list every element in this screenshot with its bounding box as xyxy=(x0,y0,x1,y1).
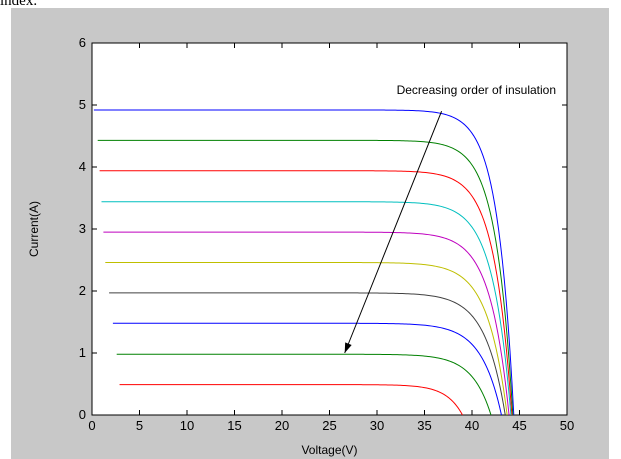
iv-curve-4 xyxy=(101,201,512,416)
y-tick-label: 0 xyxy=(79,407,86,422)
y-tick-label: 4 xyxy=(79,159,86,174)
y-tick-label: 6 xyxy=(79,35,86,50)
iv-curve-8 xyxy=(112,322,502,416)
x-axis-label: Voltage(V) xyxy=(301,443,357,457)
x-tick-label: 20 xyxy=(275,418,289,433)
iv-curve-1 xyxy=(93,109,515,416)
x-tick-label: 10 xyxy=(180,418,194,433)
x-tick-label: 25 xyxy=(322,418,336,433)
plot-area xyxy=(91,42,568,416)
x-tick-label: 35 xyxy=(417,418,431,433)
y-tick-label: 3 xyxy=(79,221,86,236)
iv-curve-9 xyxy=(116,353,492,416)
iv-curve-2 xyxy=(97,139,514,416)
iv-curve-10 xyxy=(119,384,463,416)
x-tick-label: 15 xyxy=(227,418,241,433)
x-tick-label: 40 xyxy=(465,418,479,433)
curves-group xyxy=(93,109,515,416)
x-tick-label: 5 xyxy=(136,418,143,433)
x-tick-label: 30 xyxy=(370,418,384,433)
y-tick-label: 5 xyxy=(79,97,86,112)
iv-curve-3 xyxy=(99,170,513,416)
x-tick-label: 0 xyxy=(88,418,95,433)
y-ticks: 0 1 2 3 4 5 6 xyxy=(79,35,567,422)
x-ticks: 0 5 10 15 20 25 30 35 40 45 50 xyxy=(88,43,574,433)
y-tick-label: 1 xyxy=(79,345,86,360)
arrow-head xyxy=(344,342,352,353)
annotation-arrow xyxy=(344,111,443,354)
arrow-shaft xyxy=(344,111,443,354)
caption-text: index. xyxy=(0,0,38,9)
iv-curve-6 xyxy=(105,261,508,416)
y-tick-label: 2 xyxy=(79,283,86,298)
iv-curve-7 xyxy=(109,292,506,416)
annotation-text: Decreasing order of insulation xyxy=(397,83,556,97)
x-tick-label: 50 xyxy=(560,418,574,433)
y-axis-label: Current(A) xyxy=(27,201,41,257)
x-tick-label: 45 xyxy=(512,418,526,433)
iv-curve-5 xyxy=(103,231,510,416)
